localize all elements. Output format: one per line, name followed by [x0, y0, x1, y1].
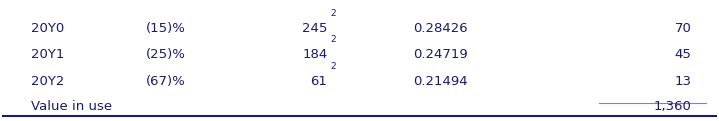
Text: 20Y2: 20Y2: [32, 75, 65, 88]
Text: 45: 45: [674, 48, 691, 61]
Text: Value in use: Value in use: [32, 100, 112, 113]
Text: 0.28426: 0.28426: [413, 22, 467, 35]
Text: 20Y0: 20Y0: [32, 22, 65, 35]
Text: (67)%: (67)%: [145, 75, 186, 88]
Text: 13: 13: [674, 75, 691, 88]
Text: 0.24719: 0.24719: [413, 48, 468, 61]
Text: 61: 61: [311, 75, 327, 88]
Text: 20Y1: 20Y1: [32, 48, 65, 61]
Text: 1,360: 1,360: [654, 100, 691, 113]
Text: (15)%: (15)%: [145, 22, 186, 35]
Text: 2: 2: [330, 62, 336, 71]
Text: 184: 184: [302, 48, 327, 61]
Text: 70: 70: [674, 22, 691, 35]
Text: 0.21494: 0.21494: [413, 75, 467, 88]
Text: (25)%: (25)%: [145, 48, 186, 61]
Text: 2: 2: [330, 35, 336, 44]
Text: 2: 2: [330, 9, 336, 18]
Text: 245: 245: [302, 22, 327, 35]
